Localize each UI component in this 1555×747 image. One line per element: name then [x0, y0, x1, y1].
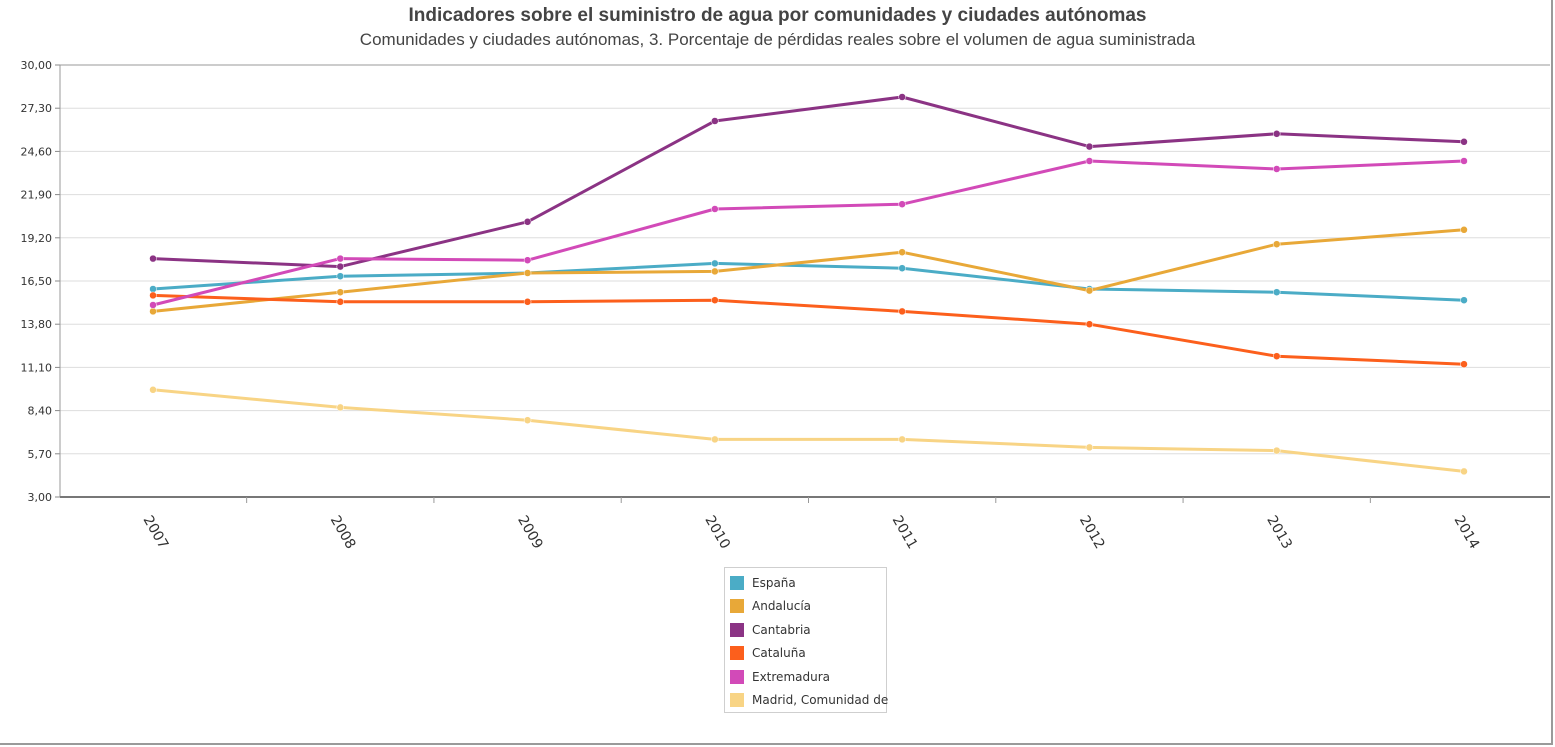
- data-point: [149, 291, 157, 300]
- data-point: [149, 386, 157, 394]
- y-tick-label: 21,90: [21, 189, 53, 202]
- legend-swatch: [730, 622, 744, 637]
- chart-title: Indicadores sobre el suministro de agua …: [408, 5, 1147, 26]
- x-tick-label: 2012: [1076, 513, 1108, 552]
- series-line: [152, 293, 1465, 366]
- x-tick-label: 2013: [1263, 513, 1295, 552]
- legend-swatch: [730, 693, 744, 708]
- data-point: [1085, 286, 1094, 295]
- data-point: [1272, 288, 1281, 296]
- x-tick-label: 2007: [140, 513, 172, 552]
- data-point: [898, 93, 906, 101]
- legend-swatch: [730, 646, 744, 661]
- data-point: [1460, 226, 1468, 234]
- y-tick-label: 30,00: [21, 59, 53, 72]
- data-point: [1460, 296, 1468, 304]
- data-point: [711, 435, 719, 444]
- legend-item[interactable]: España: [730, 571, 886, 595]
- data-point: [711, 205, 719, 213]
- data-point: [336, 262, 345, 271]
- legend-item[interactable]: Cataluña: [730, 642, 886, 666]
- x-tick-label: 2008: [327, 513, 359, 552]
- data-point: [898, 264, 906, 272]
- legend-label: Extremadura: [752, 669, 830, 684]
- data-point: [898, 200, 906, 208]
- data-point: [336, 403, 345, 412]
- data-point: [898, 307, 906, 316]
- legend-label: Andalucía: [752, 599, 812, 614]
- y-tick-label: 11,10: [21, 361, 53, 374]
- data-point: [149, 307, 157, 316]
- legend-item[interactable]: Andalucía: [730, 595, 886, 619]
- data-point: [711, 259, 719, 268]
- series-line: [152, 159, 1465, 307]
- data-point: [1085, 443, 1094, 452]
- y-tick-label: 19,20: [21, 232, 53, 245]
- legend-label: España: [752, 575, 796, 590]
- data-point: [336, 254, 345, 263]
- y-tick-label: 16,50: [21, 275, 53, 288]
- data-point: [898, 248, 906, 256]
- legend-swatch: [730, 575, 744, 590]
- legend-swatch: [730, 669, 744, 684]
- data-point: [523, 416, 532, 424]
- series-line: [152, 95, 1465, 269]
- data-point: [1460, 360, 1468, 368]
- data-point: [149, 285, 157, 293]
- y-tick-label: 8,40: [28, 405, 53, 418]
- y-tick-label: 27,30: [21, 102, 53, 115]
- data-point: [1272, 352, 1281, 360]
- legend-label: Madrid, Comunidad de: [752, 693, 889, 708]
- data-point: [1460, 157, 1468, 165]
- series-line: [152, 228, 1465, 313]
- legend-swatch: [730, 599, 744, 614]
- data-point: [523, 269, 532, 277]
- data-point: [1085, 320, 1094, 328]
- data-point: [1460, 138, 1468, 146]
- data-point: [1272, 165, 1281, 173]
- data-point: [711, 117, 719, 125]
- data-point: [898, 435, 906, 444]
- series-line: [152, 388, 1465, 473]
- data-point: [711, 296, 719, 304]
- data-point: [149, 254, 157, 263]
- legend-item[interactable]: Cantabria: [730, 618, 886, 642]
- data-point: [149, 301, 157, 309]
- chart-subtitle: Comunidades y ciudades autónomas, 3. Por…: [359, 30, 1196, 49]
- data-point: [1272, 240, 1281, 248]
- legend-label: Cantabria: [752, 622, 811, 637]
- legend-item[interactable]: Madrid, Comunidad de: [730, 689, 889, 713]
- x-tick-label: 2011: [889, 513, 921, 552]
- data-point: [1272, 130, 1281, 138]
- legend-item[interactable]: Extremadura: [730, 665, 886, 689]
- y-tick-label: 3,00: [28, 491, 53, 504]
- data-point: [711, 267, 719, 276]
- y-tick-label: 5,70: [28, 448, 53, 461]
- data-point: [1460, 467, 1468, 476]
- x-tick-label: 2009: [514, 513, 546, 552]
- series-line: [152, 261, 1465, 302]
- data-point: [336, 298, 345, 306]
- data-point: [336, 288, 345, 296]
- x-tick-label: 2010: [701, 513, 733, 552]
- data-point: [523, 256, 532, 264]
- data-point: [336, 272, 345, 280]
- x-tick-label: 2014: [1451, 513, 1483, 552]
- legend-label: Cataluña: [752, 646, 806, 661]
- data-point: [1085, 157, 1094, 165]
- y-tick-label: 24,60: [21, 145, 53, 158]
- chart-legend: España Andalucía Cantabria Cataluña Extremad…: [724, 567, 889, 713]
- data-point: [1272, 446, 1281, 455]
- data-point: [523, 298, 532, 306]
- data-point: [523, 218, 532, 226]
- data-point: [1085, 142, 1094, 151]
- y-tick-label: 13,80: [21, 318, 53, 331]
